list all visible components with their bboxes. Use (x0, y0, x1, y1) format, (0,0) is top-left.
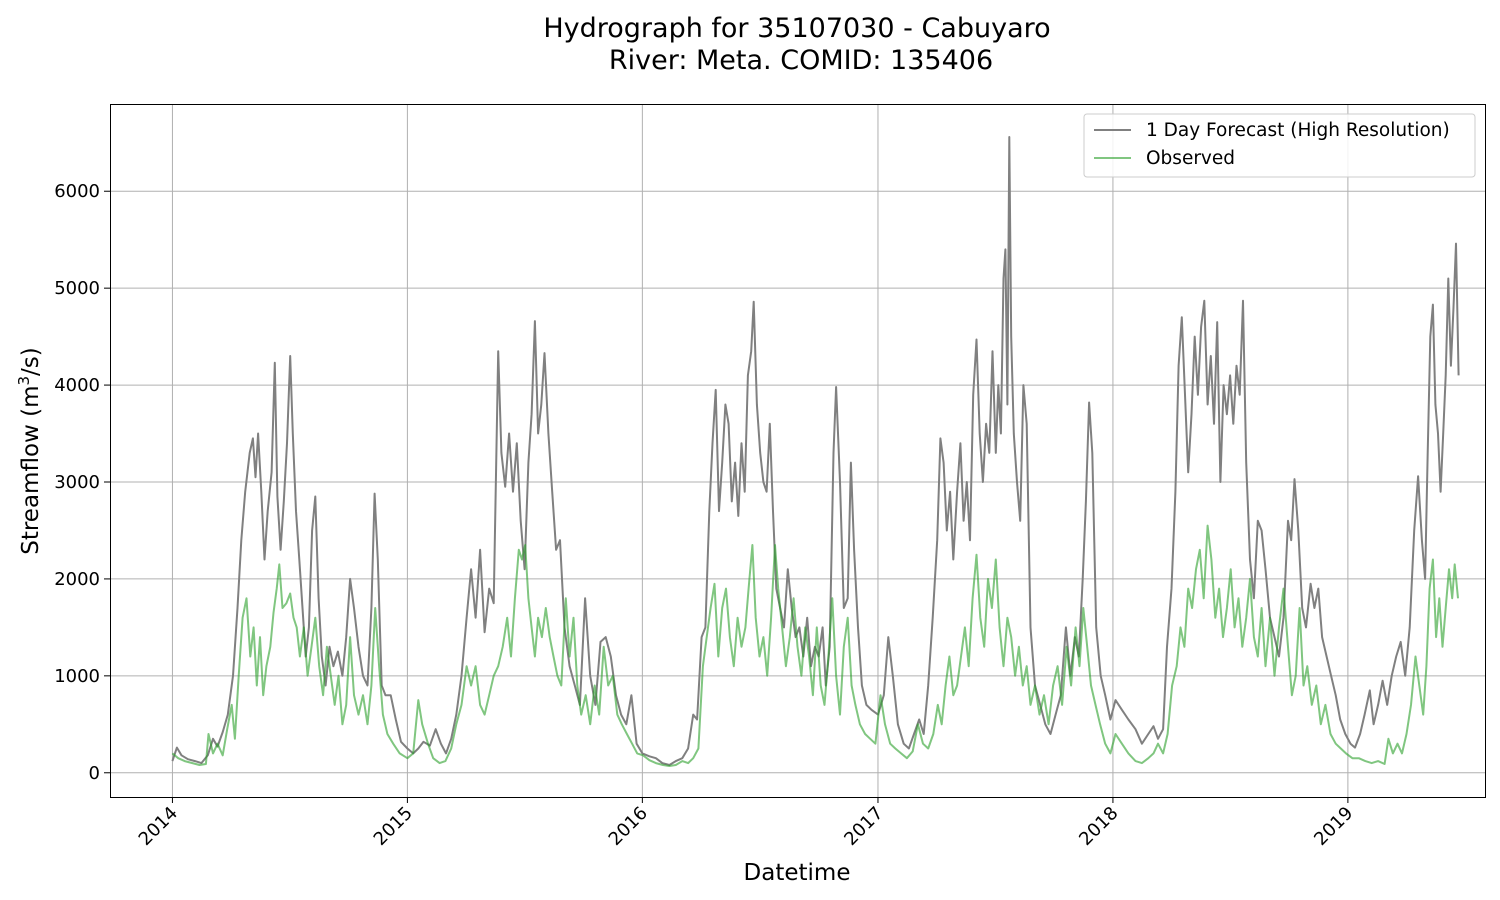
grid-lines (110, 104, 1485, 797)
y-tick-label-4: 4000 (54, 375, 100, 396)
legend-label-forecast: 1 Day Forecast (High Resolution) (1146, 120, 1450, 141)
x-tick-label-0: 2014 (135, 803, 182, 850)
y-axis-label: Streamflow (m3/s) (15, 347, 44, 555)
series-line-observed (171, 524, 1459, 767)
x-tick-label-5: 2019 (1310, 803, 1357, 850)
y-tick-label-3: 3000 (54, 472, 100, 493)
x-tick-label-4: 2018 (1075, 803, 1122, 850)
chart-title-line2: River: Meta. COMID: 135406 (609, 45, 993, 76)
legend: 1 Day Forecast (High Resolution) Observe… (1083, 113, 1476, 178)
chart-title-line1: Hydrograph for 35107030 - Cabuyaro (543, 13, 1050, 44)
x-tick-label-1: 2015 (370, 803, 417, 850)
plot-area-frame (110, 104, 1486, 798)
y-tick-label-1: 1000 (54, 666, 100, 687)
y-axis-label-tail: /s) (18, 347, 44, 376)
x-tick-label-3: 2017 (840, 803, 887, 850)
y-tick-label-0: 0 (89, 763, 100, 784)
legend-label-observed: Observed (1146, 148, 1235, 169)
y-tick-label-2: 2000 (54, 569, 100, 590)
x-axis-label: Datetime (744, 860, 851, 886)
legend-box (1083, 113, 1476, 178)
series-layer (171, 136, 1460, 767)
y-tick-label-5: 5000 (54, 278, 100, 299)
y-tick-label-6: 6000 (54, 181, 100, 202)
series-line-forecast (171, 136, 1460, 766)
y-axis-label-main: Streamflow (m (18, 385, 44, 554)
x-tick-label-2: 2016 (605, 803, 652, 850)
y-axis-label-sup: 3 (15, 376, 33, 386)
